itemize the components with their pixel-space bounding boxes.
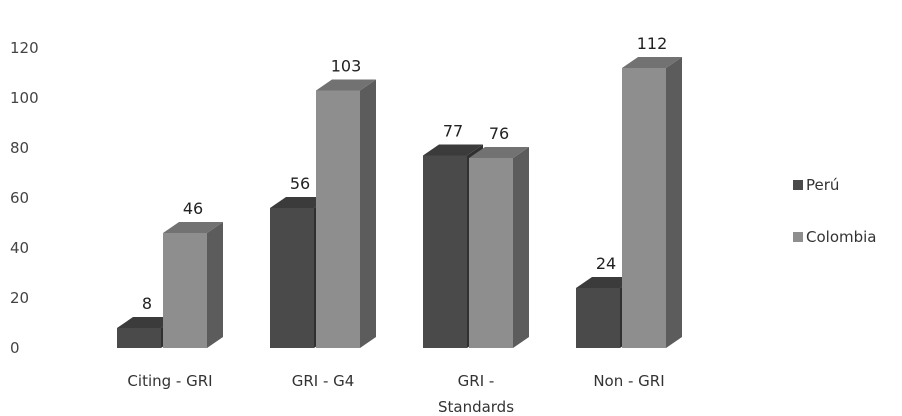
bar-front	[117, 328, 161, 348]
bar-front	[163, 233, 207, 348]
data-label: 56	[290, 174, 310, 193]
y-tick-label: 0	[10, 339, 20, 357]
legend-label: Colombia	[806, 228, 877, 246]
bar-front	[469, 158, 513, 348]
bar-front	[576, 288, 620, 348]
y-tick-label: 40	[10, 239, 29, 257]
x-tick-label: Non - GRI	[593, 372, 664, 390]
bar-front	[622, 68, 666, 348]
bar-side	[360, 79, 376, 348]
data-label: 8	[142, 294, 152, 313]
data-label: 24	[596, 254, 616, 273]
x-tick-label: GRI - G4	[292, 372, 355, 390]
y-axis: 0 20 40 60 80 100 120	[10, 39, 39, 357]
data-label: 103	[331, 57, 362, 76]
y-tick-label: 120	[10, 39, 39, 57]
bar-colombia-1: 103	[316, 57, 376, 348]
y-tick-label: 20	[10, 289, 29, 307]
bar-side	[666, 57, 682, 348]
bar-top	[316, 79, 376, 91]
x-axis: Citing - GRI GRI - G4 GRI -Standards Non - …	[127, 372, 664, 416]
bar-top	[423, 144, 483, 156]
bars: 8 46 56 103 77 76 24 112	[117, 34, 682, 348]
bar-colombia-2: 76	[469, 124, 529, 348]
bar-top	[576, 277, 636, 288]
x-tick-label: GRI -Standards	[438, 372, 514, 416]
data-label: 46	[183, 199, 203, 218]
bar-top	[469, 147, 529, 158]
x-tick-label: Citing - GRI	[127, 372, 212, 390]
legend-swatch	[793, 232, 803, 242]
y-tick-label: 80	[10, 139, 29, 157]
bar-top	[622, 57, 682, 68]
bar-side	[207, 222, 223, 348]
legend-label: Perú	[806, 176, 839, 194]
bar-colombia-0: 46	[163, 199, 223, 348]
bar-side	[513, 147, 529, 348]
bar-colombia-3: 112	[622, 34, 682, 348]
legend-swatch	[793, 180, 803, 190]
bar-top	[163, 222, 223, 233]
data-label: 76	[489, 124, 509, 143]
data-label: 112	[637, 34, 668, 53]
bar-front	[270, 208, 314, 348]
bar-front	[316, 90, 360, 348]
bar-front	[423, 155, 467, 348]
bar-top	[270, 197, 330, 208]
y-tick-label: 100	[10, 89, 39, 107]
y-tick-label: 60	[10, 189, 29, 207]
bar-top	[117, 317, 177, 328]
legend: Perú Colombia	[793, 176, 877, 246]
data-label: 77	[443, 122, 463, 141]
